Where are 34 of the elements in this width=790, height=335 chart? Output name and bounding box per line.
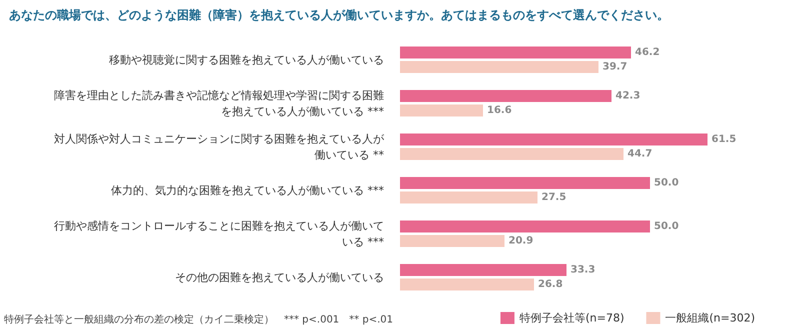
- bar: [400, 148, 624, 160]
- bar: [400, 278, 534, 290]
- legend-label: 一般組織(n=302): [665, 312, 756, 324]
- data-label: 50.0: [654, 221, 679, 232]
- data-label: 44.7: [628, 148, 652, 160]
- bar: [400, 60, 598, 73]
- data-label: 26.8: [538, 278, 563, 290]
- data-label: 46.2: [635, 47, 660, 58]
- y-tick-label: 行動や感情をコントロールすることに困難を抱えている人が働いている ***: [54, 219, 384, 248]
- bar: [400, 134, 708, 146]
- bar: [400, 46, 631, 59]
- data-label: 39.7: [602, 61, 628, 72]
- data-label: 27.5: [542, 192, 566, 203]
- bar: [400, 177, 650, 190]
- data-label: 20.9: [508, 235, 534, 246]
- bar: [400, 90, 612, 102]
- data-label: 16.6: [487, 104, 512, 116]
- bar: [400, 104, 483, 116]
- chart-title: あなたの職場では、どのような困難（障害）を抱えている人が働いていますか。あてはまるものをすべて選んでください。: [9, 8, 669, 22]
- bar: [400, 264, 566, 276]
- y-tick-label: 障害を理由とした読み書きや記憶など情報処理や学習に関する困難を抱えている人が働いている ***: [54, 88, 384, 118]
- bar: [400, 234, 504, 247]
- text: 特例子会社等と一般組織の分布の差の検定（カイ二乗検定） *** p<.001 ** p<.01: [4, 314, 393, 326]
- bar: [400, 191, 538, 204]
- data-label: 42.3: [616, 90, 640, 102]
- bar: [400, 220, 650, 233]
- y-tick-label: 体力的、気力的な困難を抱えている人が働いている ***: [111, 184, 384, 197]
- data-label: 33.3: [570, 264, 596, 276]
- data-label: 50.0: [654, 178, 679, 189]
- y-tick-label: その他の困難を抱えている人が働いている: [175, 270, 384, 284]
- data-label: 61.5: [712, 134, 736, 146]
- y-tick-label: 対人関係や対人コミュニケーションに関する困難を抱えている人が働いている **: [54, 132, 385, 162]
- y-tick-label: 移動や視聴覚に関する困難を抱えている人が働いている: [109, 53, 384, 66]
- legend-label: 特例子会社等(n=78): [519, 312, 624, 324]
